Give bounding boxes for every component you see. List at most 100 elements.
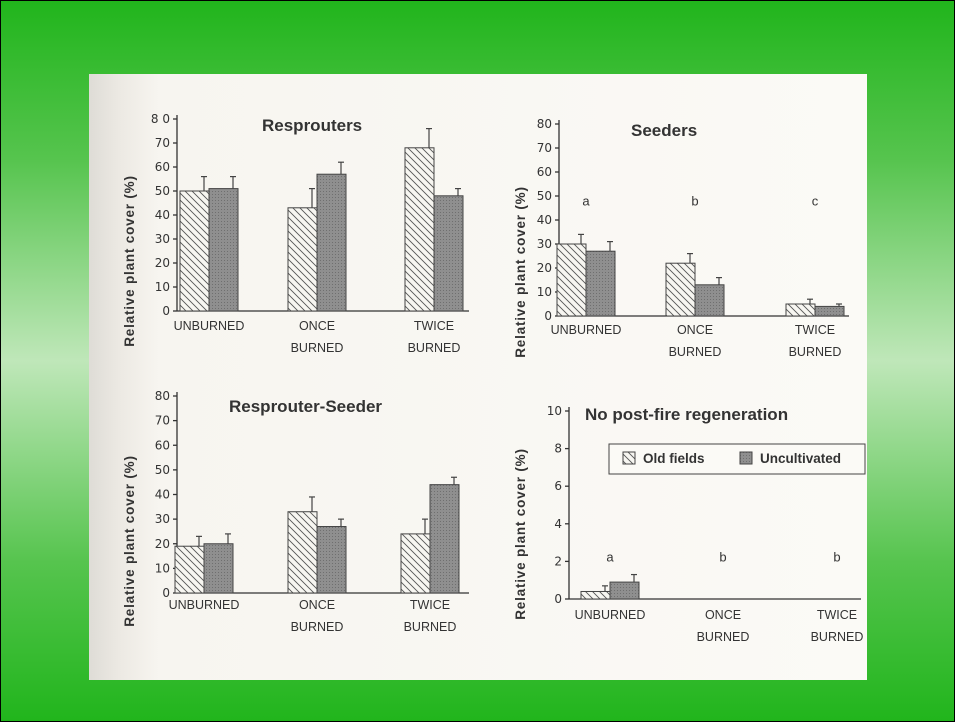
bar-uncultivated — [208, 188, 239, 312]
y-axis-label: Relative plant cover (%) — [122, 455, 137, 627]
bar-uncultivated — [433, 195, 464, 312]
bar-old-fields — [400, 533, 431, 594]
legend-box — [608, 443, 866, 475]
x-category-label: BURNED — [669, 345, 722, 359]
y-tick-label: 6 — [554, 479, 562, 493]
y-axis-label: Relative plant cover (%) — [513, 448, 528, 620]
y-tick-label: 4 — [554, 517, 562, 531]
x-category-label: UNBURNED — [551, 323, 622, 337]
y-tick-label: 30 — [537, 237, 552, 251]
chart-title: No post-fire regeneration — [585, 405, 788, 424]
y-tick-label: 80 — [537, 117, 552, 131]
legend-label-uncultivated: Uncultivated — [760, 451, 841, 466]
y-tick-label: 0 — [544, 309, 552, 323]
significance-letter: b — [833, 549, 840, 564]
y-tick-label: 10 — [155, 561, 170, 575]
y-tick-label: 80 — [155, 389, 170, 403]
legend-swatch-uncultivated — [739, 451, 753, 465]
y-tick-label: 50 — [537, 189, 552, 203]
bar-uncultivated — [694, 284, 725, 317]
y-tick-label: 8 — [554, 442, 562, 456]
x-category-label: BURNED — [404, 620, 457, 634]
y-tick-label: 10 — [547, 404, 562, 418]
x-category-label: BURNED — [291, 341, 344, 355]
chart-panel-4: 0 2 4 6 8 10 No post-fire regeneration Relative… — [513, 404, 863, 644]
y-tick-label: 50 — [155, 184, 170, 198]
significance-letter: c — [812, 194, 819, 209]
x-category-label: ONCE — [705, 608, 741, 622]
bar-old-fields — [287, 511, 318, 594]
significance-letter: a — [606, 549, 614, 564]
y-tick-label: 60 — [155, 438, 170, 452]
y-tick-label: 30 — [155, 232, 170, 246]
y-tick-label: 20 — [155, 256, 170, 270]
y-axis-label: Relative plant cover (%) — [122, 175, 137, 347]
y-tick-label: 20 — [155, 537, 170, 551]
x-category-label: UNBURNED — [169, 598, 240, 612]
bar-old-fields — [404, 147, 435, 312]
x-category-label: TWICE — [414, 319, 454, 333]
x-category-label: BURNED — [697, 630, 750, 644]
x-category-label: BURNED — [291, 620, 344, 634]
x-category-label: TWICE — [795, 323, 835, 337]
y-tick-label: 70 — [537, 141, 552, 155]
y-tick-label: 10 — [155, 280, 170, 294]
x-category-label: BURNED — [408, 341, 461, 355]
chart-title: Resprouter-Seeder — [229, 397, 382, 416]
bar-uncultivated — [316, 173, 347, 312]
bar-uncultivated — [203, 543, 234, 594]
bar-old-fields — [174, 545, 205, 594]
chart-title: Resprouters — [262, 116, 362, 135]
y-tick-label: 70 — [155, 136, 170, 150]
significance-letter: a — [582, 194, 590, 209]
bar-old-fields — [665, 262, 696, 317]
y-tick-label: 0 — [554, 592, 562, 606]
bar-uncultivated — [609, 581, 640, 600]
significance-letter: b — [719, 549, 726, 564]
bar-uncultivated — [316, 526, 347, 594]
bar-uncultivated — [429, 484, 460, 594]
bar-old-fields — [556, 243, 587, 317]
y-tick-label: 40 — [155, 488, 170, 502]
x-category-label: UNBURNED — [575, 608, 646, 622]
significance-letter: b — [691, 194, 698, 209]
y-tick-label: 30 — [155, 512, 170, 526]
legend-label-old-fields: Old fields — [643, 451, 705, 466]
y-tick-label: 10 — [537, 285, 552, 299]
y-axis-label: Relative plant cover (%) — [513, 186, 528, 358]
chart-panel-2: 0 10 20 30 40 50 60 70 80 Seeders Relative plant c… — [513, 117, 849, 359]
y-tick-label: 40 — [155, 208, 170, 222]
x-category-label: UNBURNED — [174, 319, 245, 333]
x-category-label: ONCE — [677, 323, 713, 337]
bar-old-fields — [179, 190, 210, 312]
chart-legend: Old fields Uncultivated — [608, 443, 866, 475]
y-tick-label: 40 — [537, 213, 552, 227]
x-category-label: ONCE — [299, 598, 335, 612]
bar-old-fields — [287, 207, 318, 312]
scanned-figure-page: 0 10 20 30 40 50 60 70 8 0 Resprouters Relative pl… — [89, 74, 867, 680]
x-category-label: TWICE — [817, 608, 857, 622]
chart-panel-1: 0 10 20 30 40 50 60 70 8 0 Resprouters Relative pl… — [122, 112, 469, 355]
bar-uncultivated — [585, 250, 616, 317]
y-tick-label: 2 — [554, 554, 562, 568]
legend-swatch-old-fields — [622, 451, 636, 465]
y-tick-label: 70 — [155, 414, 170, 428]
x-category-label: ONCE — [299, 319, 335, 333]
x-category-label: BURNED — [789, 345, 842, 359]
y-tick-label: 60 — [537, 165, 552, 179]
y-tick-label: 60 — [155, 160, 170, 174]
y-tick-label: 50 — [155, 463, 170, 477]
y-tick-label: 0 — [162, 304, 170, 318]
y-tick-label: 8 0 — [151, 112, 170, 126]
x-category-label: BURNED — [811, 630, 864, 644]
y-tick-label: 20 — [537, 261, 552, 275]
chart-title: Seeders — [631, 121, 697, 140]
bar-old-fields — [785, 303, 816, 317]
bar-old-fields — [580, 590, 611, 600]
bar-uncultivated — [814, 305, 845, 317]
chart-panel-3: 0 10 20 30 40 50 60 70 80 Resprouter-Seeder Relati… — [122, 389, 469, 634]
x-category-label: TWICE — [410, 598, 450, 612]
y-tick-label: 0 — [162, 586, 170, 600]
